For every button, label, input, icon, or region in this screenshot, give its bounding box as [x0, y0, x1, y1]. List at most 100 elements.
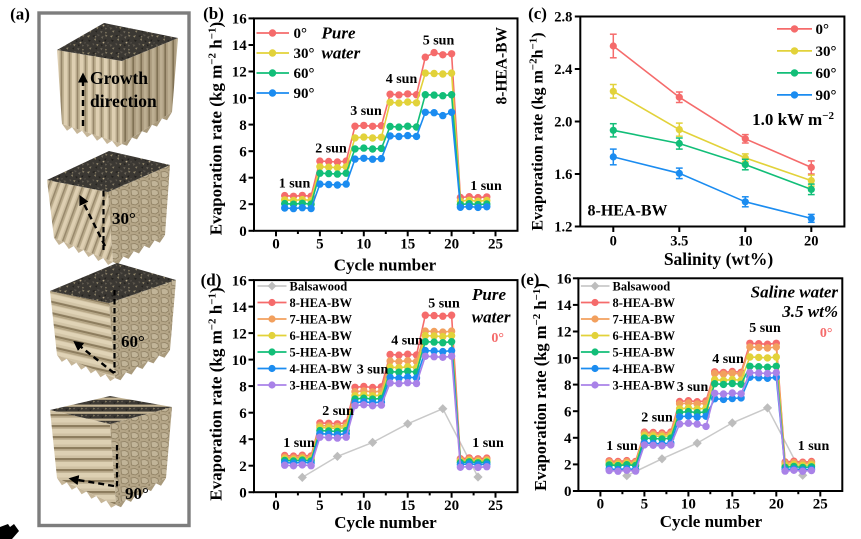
svg-text:0: 0: [239, 485, 247, 501]
svg-text:16: 16: [557, 272, 573, 288]
svg-text:Growth: Growth: [90, 68, 148, 88]
svg-text:12: 12: [232, 326, 247, 342]
svg-text:5: 5: [641, 497, 649, 513]
svg-text:2: 2: [239, 197, 247, 213]
svg-text:6: 6: [564, 404, 572, 420]
svg-text:3-HEA-BW: 3-HEA-BW: [613, 379, 676, 393]
svg-text:15: 15: [400, 498, 415, 514]
svg-text:Pure: Pure: [471, 285, 506, 304]
svg-text:6: 6: [239, 406, 247, 422]
svg-text:10: 10: [232, 353, 247, 369]
svg-text:14: 14: [232, 300, 248, 316]
svg-text:8-HEA-BW: 8-HEA-BW: [613, 296, 676, 310]
svg-text:20: 20: [444, 498, 459, 514]
svg-text:Evaporation rate (kg m−2h−1): Evaporation rate (kg m−2h−1): [528, 32, 547, 230]
svg-text:16: 16: [232, 12, 248, 28]
svg-text:0°: 0°: [491, 331, 504, 346]
svg-text:5 sun: 5 sun: [749, 321, 781, 336]
svg-text:12: 12: [557, 325, 572, 341]
svg-text:1 sun: 1 sun: [283, 436, 315, 451]
svg-text:15: 15: [400, 237, 415, 253]
svg-text:1.0 kW m−2: 1.0 kW m−2: [752, 110, 834, 129]
svg-text:Balsawood: Balsawood: [613, 280, 671, 294]
svg-text:6: 6: [239, 144, 247, 160]
svg-text:4 sun: 4 sun: [386, 72, 418, 87]
svg-text:5-HEA-BW: 5-HEA-BW: [613, 346, 676, 360]
svg-text:8-HEA-BW: 8-HEA-BW: [290, 296, 353, 310]
svg-text:Evaporation rate (kg m−2 h−1): Evaporation rate (kg m−2 h−1): [207, 22, 226, 235]
svg-text:Cycle number: Cycle number: [334, 256, 437, 275]
svg-text:(a): (a): [10, 5, 30, 24]
svg-text:0: 0: [564, 484, 572, 500]
svg-text:0°: 0°: [820, 326, 833, 341]
svg-text:30°: 30°: [112, 209, 136, 228]
svg-text:3 sun: 3 sun: [350, 104, 382, 119]
svg-text:direction: direction: [90, 91, 157, 111]
svg-text:4: 4: [239, 432, 247, 448]
svg-text:10: 10: [557, 351, 572, 367]
svg-text:8: 8: [239, 118, 247, 134]
svg-text:4: 4: [564, 431, 572, 447]
svg-text:7-HEA-BW: 7-HEA-BW: [613, 313, 676, 327]
svg-text:Balsawood: Balsawood: [290, 280, 348, 294]
svg-text:5: 5: [316, 237, 324, 253]
svg-text:2 sun: 2 sun: [641, 411, 673, 426]
svg-text:Evaporation rate (kg m−2 h−1): Evaporation rate (kg m−2 h−1): [531, 283, 550, 491]
svg-text:10: 10: [232, 91, 247, 107]
svg-text:8: 8: [564, 378, 572, 394]
svg-text:25: 25: [813, 497, 828, 513]
svg-text:Salinity (wt%): Salinity (wt%): [664, 249, 774, 269]
svg-text:1.2: 1.2: [554, 220, 572, 236]
svg-text:8: 8: [239, 379, 247, 395]
svg-text:water: water: [322, 44, 361, 63]
svg-text:4: 4: [239, 171, 247, 187]
svg-text:(e): (e): [521, 270, 540, 289]
svg-text:20: 20: [769, 497, 784, 513]
svg-text:10: 10: [738, 234, 753, 250]
svg-text:10: 10: [356, 498, 371, 514]
svg-text:6-HEA-BW: 6-HEA-BW: [290, 329, 353, 343]
svg-text:90°: 90°: [816, 88, 837, 104]
svg-text:60°: 60°: [816, 66, 837, 82]
svg-text:90°: 90°: [125, 484, 149, 503]
svg-text:4-HEA-BW: 4-HEA-BW: [613, 362, 676, 376]
svg-text:3 sun: 3 sun: [677, 380, 709, 395]
svg-text:0: 0: [610, 234, 617, 250]
svg-text:3 sun: 3 sun: [357, 363, 389, 378]
svg-text:20: 20: [804, 234, 819, 250]
svg-text:Saline water: Saline water: [751, 283, 839, 302]
svg-text:(c): (c): [528, 4, 547, 23]
svg-text:15: 15: [725, 497, 740, 513]
svg-text:0°: 0°: [294, 26, 308, 42]
svg-text:0: 0: [239, 224, 247, 240]
svg-text:Cycle number: Cycle number: [334, 513, 437, 532]
svg-text:14: 14: [232, 38, 248, 54]
svg-text:16: 16: [232, 273, 248, 289]
svg-text:5 sun: 5 sun: [428, 297, 460, 312]
svg-text:2: 2: [239, 459, 247, 475]
svg-text:1 sun: 1 sun: [606, 439, 638, 454]
svg-text:1 sun: 1 sun: [472, 436, 504, 451]
svg-text:4-HEA-BW: 4-HEA-BW: [290, 362, 353, 376]
svg-text:Cycle number: Cycle number: [660, 512, 763, 531]
svg-text:3.5 wt%: 3.5 wt%: [781, 302, 838, 321]
svg-text:3.5: 3.5: [670, 234, 688, 250]
svg-text:1 sun: 1 sun: [279, 177, 311, 192]
svg-text:2.4: 2.4: [554, 62, 572, 78]
svg-text:7-HEA-BW: 7-HEA-BW: [290, 313, 353, 327]
svg-text:12: 12: [232, 65, 247, 81]
svg-text:0°: 0°: [816, 22, 830, 38]
svg-text:3-HEA-BW: 3-HEA-BW: [290, 379, 353, 393]
svg-text:90°: 90°: [294, 86, 315, 102]
svg-text:8-HEA-BW: 8-HEA-BW: [588, 203, 668, 220]
svg-text:2 sun: 2 sun: [322, 404, 354, 419]
svg-text:10: 10: [356, 237, 371, 253]
svg-text:6-HEA-BW: 6-HEA-BW: [613, 329, 676, 343]
svg-text:1.6: 1.6: [554, 167, 572, 183]
svg-text:60°: 60°: [294, 66, 315, 82]
svg-text:25: 25: [488, 498, 503, 514]
svg-text:Pure: Pure: [321, 24, 356, 43]
svg-text:2.8: 2.8: [554, 10, 572, 26]
svg-text:2: 2: [564, 458, 572, 474]
svg-text:5 sun: 5 sun: [423, 34, 455, 49]
